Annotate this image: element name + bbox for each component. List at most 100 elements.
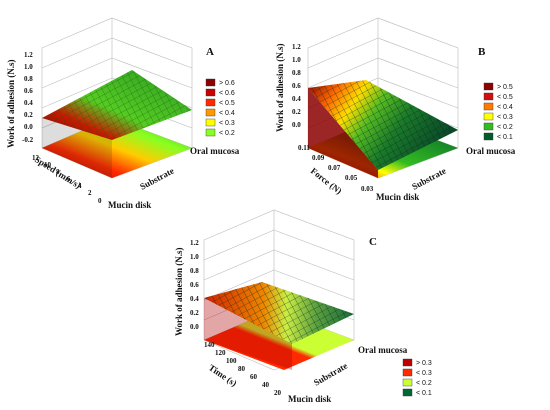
panel-a-floor-contour xyxy=(42,118,192,178)
panel-a-ztick: 0.4 xyxy=(24,99,33,107)
panel-c-legend-label: < 0.2 xyxy=(416,380,432,387)
panel-c: C 1.2 1.0 0.8 0.6 0.4 0.2 0.0 Work of ad… xyxy=(174,209,432,404)
panel-b-zlabel: Work of adhesion (N.s) xyxy=(275,43,285,132)
panel-a-ztick: 0.2 xyxy=(24,111,33,119)
panel-b-legend-label: < 0.5 xyxy=(497,94,513,101)
panel-c-ztick: 0.8 xyxy=(190,267,199,275)
panel-a-zticks: 1.2 1.0 0.8 0.6 0.4 0.2 0.0 -0.2 xyxy=(22,51,34,144)
panel-c-ytick: 120 xyxy=(215,349,226,357)
panel-b-legend-label: < 0.3 xyxy=(497,114,513,121)
panel-b-xlabel: Substrate xyxy=(410,166,447,192)
panel-c-ytick: 20 xyxy=(274,389,282,397)
panel-c-xcat-mucin: Mucin disk xyxy=(288,394,331,404)
panel-c-ytick: 140 xyxy=(204,341,215,349)
panel-c-legend-label: > 0.3 xyxy=(416,360,432,367)
panel-b-legend-swatch xyxy=(483,92,494,101)
panel-c-ztick: 1.0 xyxy=(190,253,199,261)
panel-b-xcat-mucin: Mucin disk xyxy=(376,192,419,202)
panel-a-ytick: 0 xyxy=(98,197,102,205)
panel-a-legend-label: < 0.6 xyxy=(219,90,235,97)
panel-c-ztick: 0.4 xyxy=(190,295,199,303)
panel-b-ztick: 0.4 xyxy=(292,95,301,103)
panel-a-xlabel: Substrate xyxy=(138,166,175,192)
panel-c-surface-mesh xyxy=(204,282,354,344)
panel-a-legend-swatch xyxy=(205,108,216,117)
panel-c-legend-swatch xyxy=(402,358,413,367)
panel-b-surface-mesh xyxy=(308,80,458,170)
panel-b-legend-swatch xyxy=(483,82,494,91)
panel-b-legend-label: < 0.2 xyxy=(497,124,513,131)
panel-c-floor-contour xyxy=(204,310,354,370)
panel-c-zticks: 1.2 1.0 0.8 0.6 0.4 0.2 0.0 xyxy=(190,239,199,331)
panel-c-legend-swatch xyxy=(402,368,413,377)
panel-a-xcat-oral: Oral mucosa xyxy=(190,146,240,156)
panel-a-legend-swatch xyxy=(205,128,216,137)
panel-b-ztick: 1.2 xyxy=(292,43,301,51)
panel-b-legend-label: < 0.4 xyxy=(497,104,513,111)
panel-b-ytick: 0.09 xyxy=(312,154,325,162)
panel-b: B 1.2 1.0 0.8 0.6 0.4 0.2 0.0 Work of ad… xyxy=(275,17,516,202)
panel-a-legend-label: < 0.5 xyxy=(219,100,235,107)
panel-a-surface-side xyxy=(42,118,112,178)
panel-b-surface-side xyxy=(308,88,378,178)
panel-b-zticks: 1.2 1.0 0.8 0.6 0.4 0.2 0.0 xyxy=(292,43,301,129)
panel-b-ztick: 0.6 xyxy=(292,82,301,90)
panel-c-ytick: 40 xyxy=(262,381,270,389)
panel-a-letter: A xyxy=(206,46,214,58)
panel-c-ytick: 80 xyxy=(238,365,246,373)
panel-b-legend-swatch xyxy=(483,112,494,121)
panel-c-surface-side xyxy=(204,298,292,370)
panel-a-ytick: 4 xyxy=(78,182,82,190)
panel-b-ytick: 0.05 xyxy=(345,174,358,182)
panel-c-zlabel: Work of adhesion (N.s) xyxy=(174,247,184,336)
panel-a-legend-label: < 0.3 xyxy=(219,120,235,127)
panel-b-legend-swatch xyxy=(483,122,494,131)
panel-a-ztick: -0.2 xyxy=(22,136,34,144)
panel-a-legend-swatch xyxy=(205,118,216,127)
panel-a-ytick: 12 xyxy=(32,154,40,162)
panel-a-ytick: 2 xyxy=(88,189,92,197)
panel-a-surface-mesh xyxy=(42,70,192,140)
panel-a-xcat-mucin: Mucin disk xyxy=(108,200,151,210)
panel-a-legend-label: > 0.6 xyxy=(219,80,235,87)
panel-b-xcat-oral: Oral mucosa xyxy=(466,146,516,156)
panel-a-ztick: 1.2 xyxy=(24,51,33,59)
panel-a-legend-swatch xyxy=(205,98,216,107)
panel-a-legend-label: < 0.4 xyxy=(219,110,235,117)
panel-a-ytick: 6 xyxy=(67,175,71,183)
panel-c-yticks: 140 120 100 80 60 40 20 xyxy=(204,341,282,397)
panel-c-ztick: 1.2 xyxy=(190,239,199,247)
panel-b-legend-label: < 0.1 xyxy=(497,134,513,141)
panel-a-ytick: 8 xyxy=(56,168,60,176)
panel-b-legend: > 0.5 < 0.5 < 0.4 < 0.3 < 0.2 < 0.1 xyxy=(483,82,513,141)
panel-c-xcat-oral: Oral mucosa xyxy=(358,345,408,355)
panel-b-ytick: 0.11 xyxy=(298,144,310,152)
panel-b-letter: B xyxy=(478,46,486,58)
panel-b-ztick: 0.8 xyxy=(292,69,301,77)
panel-a-legend-label: < 0.2 xyxy=(219,130,235,137)
panel-b-yticks: 0.11 0.09 0.07 0.05 0.03 xyxy=(298,144,374,193)
panel-a-ytick: 10 xyxy=(44,161,52,169)
panel-a-ztick: 0.8 xyxy=(24,75,33,83)
panel-b-legend-swatch xyxy=(483,102,494,111)
panel-a-legend: > 0.6 < 0.6 < 0.5 < 0.4 < 0.3 < 0.2 xyxy=(205,78,235,137)
panel-b-ytick: 0.03 xyxy=(361,185,374,193)
panel-b-ztick: 1.0 xyxy=(292,56,301,64)
panel-a-zlabel: Work of adhesion (N.s) xyxy=(6,59,16,148)
panel-a-ztick: 0.6 xyxy=(24,87,33,95)
panel-b-ytick: 0.07 xyxy=(328,164,341,172)
panel-a-legend-swatch xyxy=(205,78,216,87)
panel-b-legend-swatch xyxy=(483,132,494,141)
panel-a-legend-swatch xyxy=(205,88,216,97)
panel-b-legend-label: > 0.5 xyxy=(497,84,513,91)
panel-b-ztick: 0.2 xyxy=(292,108,301,116)
panel-c-ytick: 60 xyxy=(250,373,258,381)
panel-a-ztick: 0.0 xyxy=(24,123,33,131)
panel-a: A 1.2 1.0 0.8 0.6 0.4 0.2 0.0 -0.2 Work … xyxy=(6,17,240,210)
panel-c-legend-swatch xyxy=(402,378,413,387)
panel-b-ztick: 0.0 xyxy=(292,121,301,129)
panel-c-legend-swatch xyxy=(402,388,413,397)
panel-c-legend: > 0.3 < 0.3 < 0.2 < 0.1 xyxy=(402,358,432,397)
panel-c-legend-label: < 0.3 xyxy=(416,370,432,377)
